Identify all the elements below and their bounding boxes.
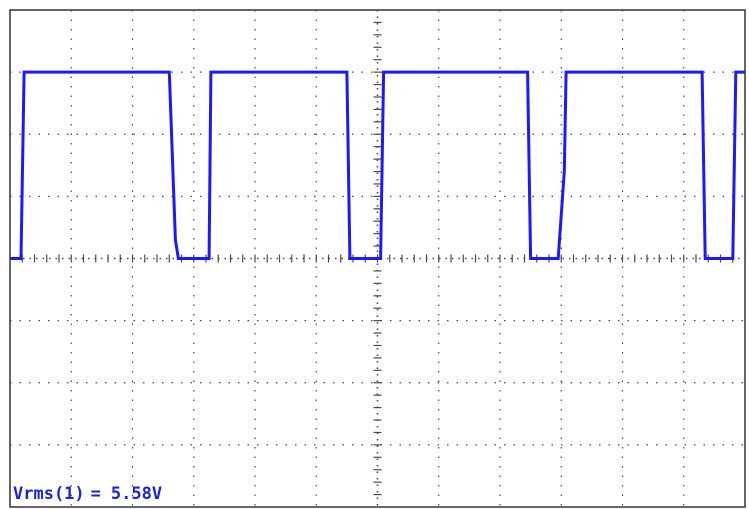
vrms-readout: Vrms(1) = 5.58V (13, 484, 162, 504)
waveform-series-1 (10, 70, 745, 260)
vrms-value: 5.58V (111, 484, 162, 504)
waveform-trace (10, 70, 745, 260)
vrms-equals: = (91, 484, 101, 504)
vrms-label: Vrms(1) (13, 484, 85, 504)
